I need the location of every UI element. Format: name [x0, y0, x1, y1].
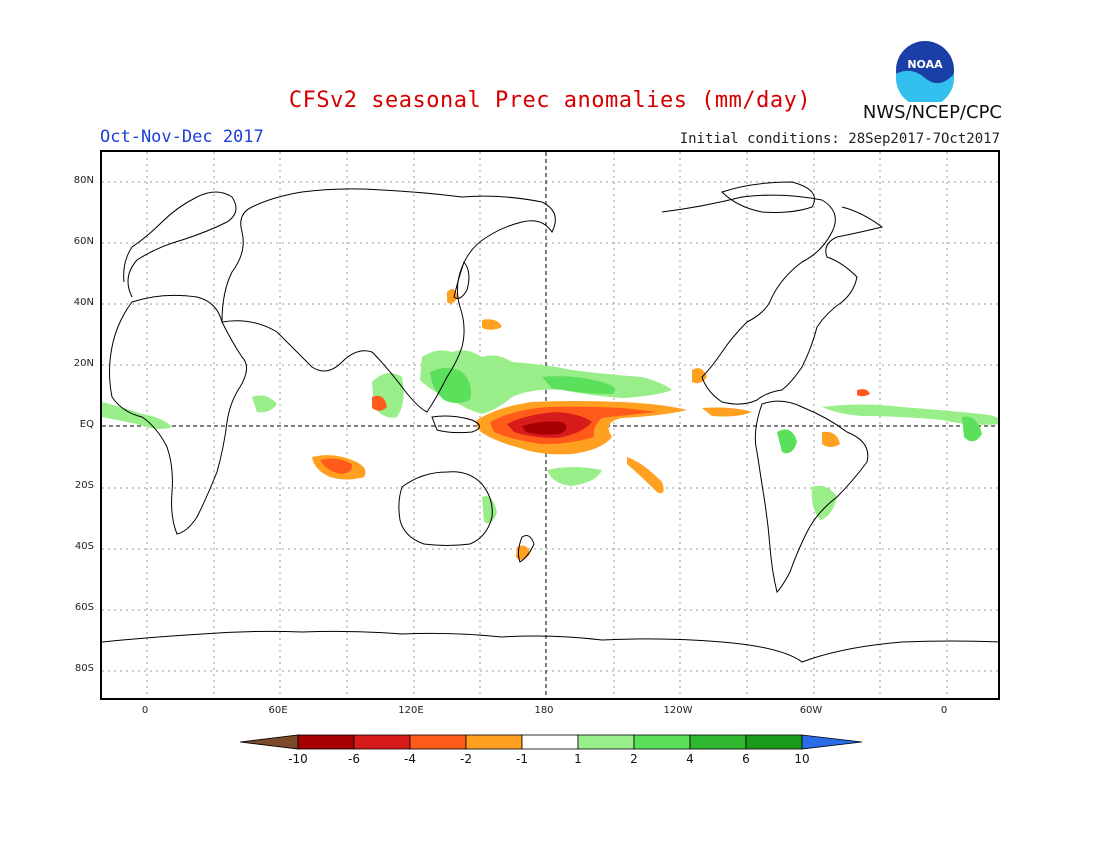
dry-anomaly-region — [522, 421, 567, 435]
legend-label: 6 — [742, 752, 750, 766]
legend-label: 1 — [574, 752, 582, 766]
coastline-north-america — [661, 194, 884, 405]
coastline-antarctica — [102, 630, 998, 663]
lat-label-80n: 80N — [73, 175, 94, 186]
dry-anomaly-region — [857, 389, 870, 397]
coastline-europe — [123, 191, 237, 298]
legend-label: -2 — [460, 752, 472, 766]
legend-swatch — [633, 734, 691, 750]
coastlines — [102, 181, 998, 663]
legend-swatch — [409, 734, 467, 750]
lat-label-80s: 80S — [74, 663, 94, 674]
legend-cap-left — [240, 734, 299, 750]
lon-label-60e: 60E — [268, 705, 288, 716]
wet-anomaly-region — [482, 496, 497, 524]
legend-label: 4 — [686, 752, 694, 766]
dry-anomaly-region — [372, 395, 387, 411]
dry-anomaly-region — [702, 407, 752, 417]
legend-swatch — [521, 734, 579, 750]
gridlines — [102, 152, 998, 698]
coastline-greenland — [721, 181, 815, 213]
page-title: CFSv2 seasonal Prec anomalies (mm/day) — [288, 88, 812, 113]
wet-anomaly-region — [420, 350, 672, 414]
coastline-japan — [453, 260, 470, 299]
legend-swatch — [297, 734, 355, 750]
legend-bar — [240, 734, 862, 750]
legend-label: -10 — [288, 752, 308, 766]
dry-anomaly-region — [447, 288, 458, 304]
legend-label: 2 — [630, 752, 638, 766]
coastline-indonesia — [431, 415, 480, 434]
color-legend — [240, 733, 862, 751]
wet-anomaly-region — [542, 376, 616, 394]
map-canvas — [102, 152, 998, 698]
noaa-logo: NOAA — [894, 39, 956, 102]
logo-text: NOAA — [907, 58, 943, 71]
coastline-new-zealand — [517, 535, 535, 563]
initial-conditions-label: Initial conditions: 28Sep2017-7Oct2017 — [679, 131, 1000, 147]
legend-swatch — [745, 734, 803, 750]
wet-anomaly-region — [962, 416, 982, 442]
legend-label: -4 — [404, 752, 416, 766]
coastline-africa — [109, 294, 247, 535]
legend-swatch — [689, 734, 747, 750]
lon-label-120w: 120W — [663, 705, 693, 716]
legend-swatch — [353, 734, 411, 750]
legend-label: 10 — [794, 752, 810, 766]
legend-swatch — [465, 734, 523, 750]
lon-label-60w: 60W — [799, 705, 823, 716]
organization-label: NWS/NCEP/CPC — [862, 102, 1002, 123]
wet-anomaly-region — [822, 404, 998, 425]
legend-swatch — [577, 734, 635, 750]
season-label: Oct-Nov-Dec 2017 — [100, 127, 264, 147]
dry-anomaly-region — [692, 368, 707, 384]
lon-label-120e: 120E — [398, 705, 424, 716]
lat-label-60n: 60N — [73, 236, 94, 247]
coastline-asia — [221, 188, 556, 413]
dry-anomaly-region — [822, 431, 840, 447]
lat-label-20n: 20N — [73, 358, 94, 369]
lon-label-180: 180 — [534, 705, 554, 716]
wet-anomaly-region — [811, 485, 837, 520]
lat-label-40s: 40S — [74, 541, 94, 552]
coastline-australia — [398, 471, 493, 546]
wet-anomaly-region — [777, 429, 797, 454]
dry-anomaly-region — [627, 457, 664, 494]
legend-label: -6 — [348, 752, 360, 766]
lat-label-eq: EQ — [79, 419, 94, 430]
anomaly-map — [100, 150, 1000, 700]
wet-anomaly-region — [430, 368, 471, 403]
lat-label-20s: 20S — [74, 480, 94, 491]
lat-label-60s: 60S — [74, 602, 94, 613]
legend-cap-right — [801, 734, 862, 750]
wet-anomaly-region — [252, 395, 277, 413]
lon-label-0-east: 0 — [940, 705, 948, 716]
lon-label-0: 0 — [141, 705, 149, 716]
dry-anomaly-region — [320, 458, 353, 474]
wet-anomaly-region — [547, 467, 602, 486]
lat-label-40n: 40N — [73, 297, 94, 308]
wet-anomaly-region — [372, 373, 404, 418]
coastline-south-america — [754, 400, 869, 593]
dry-anomaly-region — [482, 319, 502, 330]
legend-label: -1 — [516, 752, 528, 766]
dry-anomalies — [312, 288, 870, 560]
wet-anomalies — [102, 350, 998, 524]
